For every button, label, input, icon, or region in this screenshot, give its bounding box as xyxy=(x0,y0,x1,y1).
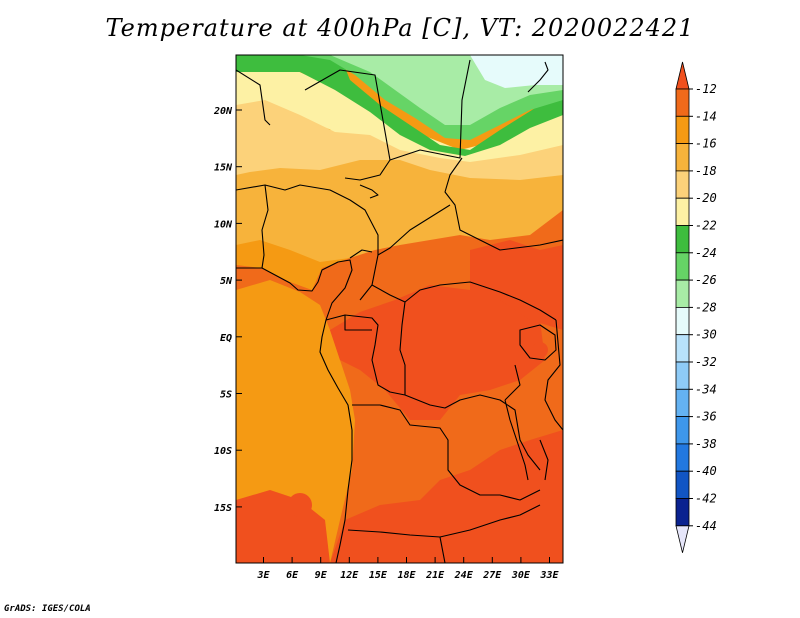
colorbar-swatch xyxy=(675,143,690,172)
border xyxy=(399,301,541,471)
colorbar-swatch xyxy=(675,197,690,226)
field-hot-spot xyxy=(336,331,354,349)
lon-tick-label: 15E xyxy=(369,570,388,581)
border xyxy=(504,364,521,401)
lake-shore xyxy=(519,324,557,361)
lon-tick-label: 12E xyxy=(340,570,359,581)
lake-shore xyxy=(504,399,529,481)
colorbar-label: -28 xyxy=(695,300,717,314)
colorbar-swatch xyxy=(675,361,690,390)
coastline xyxy=(236,259,353,563)
lat-tick-label: 10N xyxy=(214,219,233,230)
field-green-dark xyxy=(236,55,563,156)
colorbar-bottom-arrow xyxy=(675,525,690,553)
border xyxy=(439,504,541,538)
colorbar: -12 -14 -16 -18 -20 -22 -24 -26 -28 -30 -32 -34 -36 -… xyxy=(675,61,717,553)
border xyxy=(325,314,406,396)
colorbar-label: -16 xyxy=(695,137,717,151)
colorbar-label: -26 xyxy=(695,273,717,287)
lat-tick-label: 10S xyxy=(214,446,232,457)
field-hot-east xyxy=(470,240,563,330)
colorbar-label: -30 xyxy=(695,328,717,342)
field-hot-spot xyxy=(532,342,548,358)
colorbar-label: -34 xyxy=(695,382,717,396)
border xyxy=(359,204,451,301)
colorbar-label: -36 xyxy=(695,410,717,424)
colorbar-swatch xyxy=(675,115,690,145)
border xyxy=(236,69,271,126)
colorbar-swatch xyxy=(675,88,690,117)
border xyxy=(261,184,269,269)
colorbar-swatch xyxy=(675,170,690,199)
colorbar-swatch xyxy=(675,416,690,445)
temperature-field xyxy=(236,55,563,563)
field-hot-central xyxy=(330,285,545,420)
map-title: Temperature at 400hPa [C], VT: 202002242… xyxy=(105,14,695,42)
field-hot-spot xyxy=(288,493,312,517)
lon-tick-label: 30E xyxy=(511,570,531,581)
field-hot-south xyxy=(330,430,563,563)
longitude-axis: 3E 6E 9E 12E 15E 18E 21E 24E 27E 30E 33E xyxy=(256,557,560,581)
lat-tick-label: 15N xyxy=(214,163,233,174)
border xyxy=(389,59,471,161)
colorbar-top-arrow xyxy=(675,61,690,90)
lon-tick-label: 27E xyxy=(482,570,502,581)
border xyxy=(544,319,563,431)
country-borders xyxy=(236,59,563,563)
colorbar-label: -42 xyxy=(695,492,717,506)
border xyxy=(352,404,541,501)
colorbar-swatch xyxy=(675,225,690,254)
lake-shore xyxy=(359,184,379,199)
border xyxy=(236,184,379,255)
plot-frame xyxy=(235,54,564,564)
border xyxy=(347,529,446,563)
colorbar-label: -44 xyxy=(695,519,717,533)
colorbar-swatch xyxy=(675,306,690,336)
colorbar-swatch xyxy=(675,388,690,417)
lat-tick-label: 20N xyxy=(213,106,233,117)
colorbar-label: -20 xyxy=(695,191,717,205)
lat-tick-label: 5S xyxy=(220,390,232,401)
lon-tick-label: 9E xyxy=(315,570,328,581)
lat-tick-label: 15S xyxy=(214,503,232,514)
colorbar-label: -22 xyxy=(695,219,717,233)
credit-text: GrADS: IGES/COLA xyxy=(4,604,91,614)
border xyxy=(344,315,372,331)
lat-tick-label: 5N xyxy=(220,276,233,287)
red-sea-coast xyxy=(527,61,549,93)
lon-tick-label: 24E xyxy=(454,570,474,581)
colorbar-swatch xyxy=(675,498,690,527)
colorbar-label: -12 xyxy=(695,82,717,96)
border xyxy=(349,249,373,259)
lon-tick-label: 18E xyxy=(397,570,416,581)
colorbar-label: -14 xyxy=(695,109,717,123)
lat-tick-label: EQ xyxy=(220,333,232,344)
lake-shore xyxy=(539,439,549,481)
colorbar-label: -32 xyxy=(695,355,717,369)
lon-tick-label: 6E xyxy=(286,570,299,581)
colorbar-swatch xyxy=(675,443,690,472)
border xyxy=(371,281,557,321)
lon-tick-label: 33E xyxy=(539,570,559,581)
colorbar-swatch xyxy=(675,279,690,308)
field-pale-band xyxy=(236,68,563,162)
border xyxy=(444,157,563,251)
colorbar-label: -24 xyxy=(695,246,717,260)
lon-tick-label: 21E xyxy=(425,570,445,581)
colorbar-label: -18 xyxy=(695,164,717,178)
latitude-axis: 20N 15N 10N 5N EQ 5S 10S 15S xyxy=(213,106,242,514)
lon-tick-label: 3E xyxy=(256,570,270,581)
colorbar-swatch xyxy=(675,252,690,281)
colorbar-label: -40 xyxy=(695,464,717,478)
colorbar-swatch xyxy=(675,334,690,363)
colorbar-swatch xyxy=(675,470,690,499)
colorbar-label: -38 xyxy=(695,437,717,451)
